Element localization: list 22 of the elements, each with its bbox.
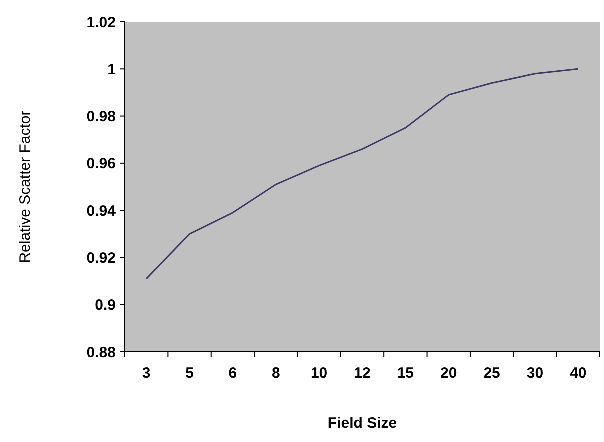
y-tick-label: 1: [108, 61, 116, 78]
y-axis-title: Relative Scatter Factor: [17, 110, 34, 264]
x-tick-label: 30: [526, 365, 544, 382]
y-tick-label: 0.94: [86, 202, 117, 220]
x-tick-label: 8: [272, 365, 280, 382]
x-tick-label: 12: [354, 365, 371, 382]
line-series: [146, 68, 580, 280]
x-tick-label: 3: [142, 365, 151, 382]
x-tick-label: 25: [484, 365, 500, 382]
x-tick-label: 6: [228, 365, 238, 382]
y-tick-label: 1.02: [86, 14, 116, 32]
y-tick-label: 0.9: [95, 297, 116, 314]
x-tick-label: 40: [570, 365, 587, 382]
y-tick-label: 0.98: [86, 108, 116, 126]
y-tick-label: 0.88: [86, 344, 116, 362]
x-axis-title: Field Size: [328, 415, 398, 432]
x-tick-label: 10: [310, 365, 328, 382]
x-tick-label: 5: [186, 365, 194, 382]
x-tick-label: 20: [440, 365, 458, 382]
y-tick-label: 0.96: [86, 156, 116, 173]
x-tick-label: 15: [397, 365, 414, 382]
y-tick-label: 0.92: [86, 250, 116, 267]
